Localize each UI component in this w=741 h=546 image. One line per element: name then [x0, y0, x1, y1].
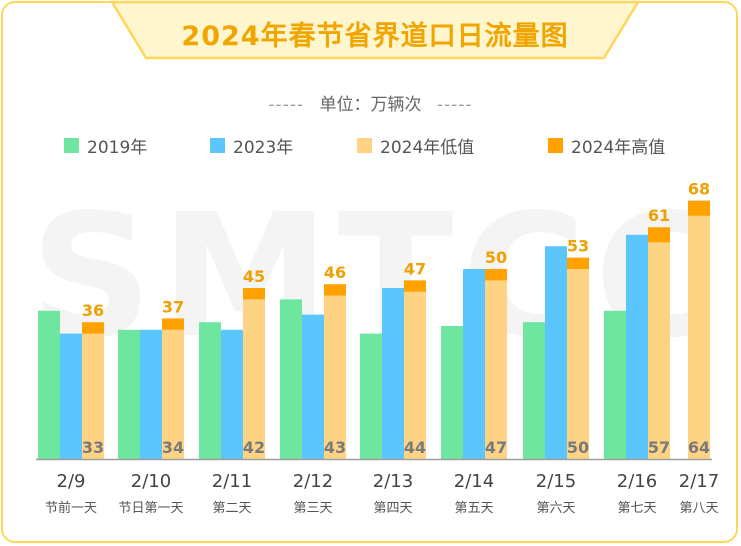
bar-2019-2 [118, 329, 140, 459]
bar-2024-high-8 [648, 227, 670, 243]
legend-item-2023: 2023年 [210, 133, 294, 158]
data-label-2024-low-6: 47 [485, 438, 507, 457]
bar-2024-low-9 [688, 215, 710, 459]
data-label-2024-low-1: 33 [82, 438, 104, 457]
unit-dash-right: ----- [436, 95, 473, 115]
bar-2024-high-1 [82, 322, 104, 334]
data-label-2024-high-4: 46 [324, 263, 346, 282]
bar-2023-8 [626, 234, 648, 459]
data-label-2024-low-9: 64 [688, 438, 710, 457]
bar-2023-6 [463, 269, 485, 459]
bar-2023-7 [545, 246, 567, 459]
bar-2024-low-7 [567, 269, 589, 459]
data-label-2024-low-8: 57 [648, 438, 670, 457]
legend-label-2024-low: 2024年低值 [380, 137, 475, 158]
bar-2024-low-3 [243, 299, 265, 459]
x-tick-label-1: 2/9 [57, 471, 86, 492]
data-label-2024-high-9: 68 [688, 180, 710, 199]
x-tick-label-8: 2/16 [617, 471, 657, 492]
x-sublabel-1: 节前一天 [45, 500, 97, 516]
bar-2024-low-6 [485, 280, 507, 459]
bar-2019-6 [441, 326, 463, 459]
data-label-2024-high-7: 53 [567, 237, 589, 256]
data-label-2024-low-2: 34 [162, 438, 184, 457]
data-label-2024-high-8: 61 [648, 206, 670, 225]
x-sublabel-8: 第七天 [617, 501, 656, 516]
bar-2024-low-8 [648, 242, 670, 459]
data-label-2024-low-7: 50 [567, 438, 589, 457]
data-label-2024-low-5: 44 [404, 438, 426, 457]
legend: 2019年 2023年 2024年低值 2024年高值 [0, 133, 741, 158]
bar-2024-high-5 [404, 280, 426, 292]
data-label-2024-low-3: 42 [243, 438, 265, 457]
title-banner: 2024年春节省界道口日流量图 [110, 0, 640, 66]
x-sublabel-9: 第八天 [679, 501, 718, 516]
x-sublabel-6: 第五天 [454, 501, 493, 516]
legend-label-2024-high: 2024年高值 [571, 137, 666, 158]
legend-swatch-2023 [210, 137, 225, 153]
legend-label-2019: 2019年 [87, 137, 148, 158]
unit-dash-left: ----- [268, 95, 305, 115]
data-label-2024-high-3: 45 [243, 267, 265, 286]
bar-2019-5 [360, 333, 382, 459]
x-sublabel-7: 第六天 [536, 501, 575, 516]
data-label-2024-low-4: 43 [324, 438, 346, 457]
chart-title: 2024年春节省界道口日流量图 [181, 21, 569, 52]
legend-item-2019: 2019年 [64, 133, 148, 158]
x-tick-label-9: 2/17 [679, 471, 719, 492]
x-sublabel-5: 第四天 [373, 501, 412, 516]
title-banner-shape [110, 0, 640, 60]
bar-2024-low-4 [324, 295, 346, 459]
data-label-2024-high-5: 47 [404, 259, 426, 278]
x-tick-label-2: 2/10 [131, 471, 171, 492]
unit-label: 单位：万辆次 [319, 95, 422, 115]
bar-2019-7 [523, 322, 545, 459]
bar-2024-high-3 [243, 288, 265, 300]
x-sublabel-3: 第二天 [212, 501, 251, 516]
data-label-2024-high-6: 50 [485, 248, 507, 267]
legend-item-2024-low: 2024年低值 [357, 133, 475, 158]
data-label-2024-high-2: 37 [162, 297, 184, 316]
x-tick-label-7: 2/15 [536, 471, 576, 492]
x-tick-label-6: 2/14 [454, 471, 494, 492]
bar-2023-5 [382, 288, 404, 459]
legend-swatch-2024-high [548, 137, 563, 153]
bar-2023-2 [140, 329, 162, 459]
bar-2019-4 [280, 299, 302, 459]
bar-2024-low-2 [162, 329, 184, 459]
legend-swatch-2024-low [357, 137, 372, 153]
legend-label-2023: 2023年 [233, 137, 294, 158]
x-sublabel-4: 第三天 [293, 501, 332, 516]
legend-swatch-2019 [64, 137, 79, 153]
bar-2024-high-7 [567, 257, 589, 269]
x-tick-label-4: 2/12 [293, 471, 333, 492]
bar-2019-1 [38, 310, 60, 459]
bar-2024-low-5 [404, 291, 426, 459]
bar-2024-high-6 [485, 269, 507, 281]
bar-2023-3 [221, 329, 243, 459]
bar-2023-1 [60, 333, 82, 459]
x-tick-label-5: 2/13 [373, 471, 413, 492]
legend-item-2024-high: 2024年高值 [548, 133, 666, 158]
bar-2024-high-9 [688, 200, 710, 216]
bar-2024-high-2 [162, 318, 184, 330]
bar-2019-3 [199, 322, 221, 459]
bar-2024-high-4 [324, 284, 346, 296]
data-label-2024-high-1: 36 [82, 301, 104, 320]
bar-2023-4 [302, 314, 324, 459]
unit-line: ----- 单位：万辆次 ----- [0, 90, 741, 115]
x-sublabel-2: 节日第一天 [118, 501, 183, 516]
bar-2024-low-1 [82, 333, 104, 459]
x-tick-label-3: 2/11 [212, 471, 252, 492]
bar-2019-8 [604, 310, 626, 459]
